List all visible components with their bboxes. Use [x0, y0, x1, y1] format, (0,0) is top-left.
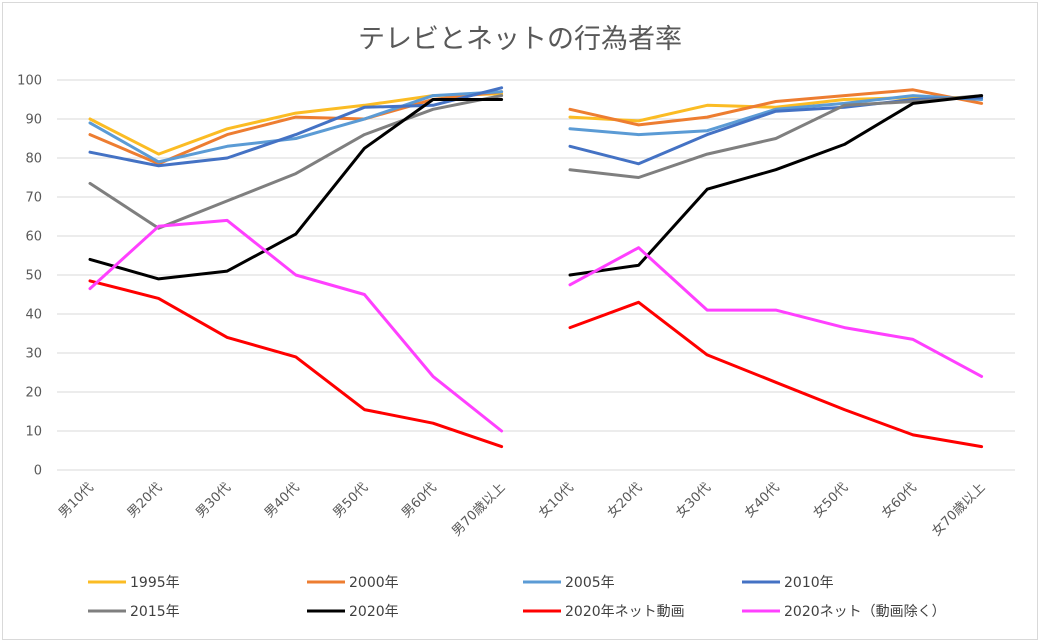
y-tick-label: 70: [25, 191, 42, 206]
series-6: [88, 279, 984, 449]
x-tick-label: 男10代: [56, 480, 97, 521]
legend-item: 2020ネット（動画除く）: [742, 604, 946, 620]
x-tick-label: 男60代: [399, 480, 440, 521]
legend-item: 2010年: [742, 575, 834, 591]
legend-item: 2020年ネット動画: [523, 604, 685, 620]
series-line-male: [88, 86, 504, 168]
y-tick-label: 50: [25, 269, 42, 284]
x-tick-label: 男70歳以上: [449, 480, 508, 539]
x-tick-label: 男30代: [193, 480, 234, 521]
series-2: [88, 90, 984, 164]
legend-item: 2020年: [307, 604, 399, 620]
y-axis-ticks: 0 10 20 30 40 50 60 70 80 90 100: [17, 74, 42, 479]
y-tick-label: 30: [25, 347, 42, 362]
x-tick-label: 女30代: [673, 480, 714, 521]
legend-label: 2020年ネット動画: [565, 604, 685, 620]
chart-title: テレビとネットの行為者率: [358, 24, 682, 55]
series-4: [88, 94, 984, 230]
legend-label: 2010年: [784, 575, 834, 591]
x-tick-label: 男40代: [262, 480, 303, 521]
series-3: [88, 86, 984, 168]
series-7: [88, 218, 984, 433]
legend-item: 2015年: [88, 604, 180, 620]
x-tick-label: 女10代: [535, 480, 576, 521]
series-line-female: [568, 96, 984, 123]
y-tick-label: 90: [25, 113, 42, 128]
y-tick-label: 60: [25, 230, 42, 245]
series-lines: [88, 86, 984, 449]
series-line-female: [568, 94, 984, 137]
series-line-male: [88, 90, 504, 164]
legend-label: 2020ネット（動画除く）: [784, 604, 946, 620]
legend-item: 1995年: [88, 575, 180, 591]
legend-item: 2000年: [307, 575, 399, 591]
y-tick-label: 0: [34, 464, 42, 479]
x-tick-label: 女40代: [741, 480, 782, 521]
series-line-male: [88, 98, 504, 281]
y-tick-label: 100: [17, 74, 42, 89]
series-line-female: [568, 300, 984, 449]
x-tick-label: 女60代: [878, 480, 919, 521]
series-5: [88, 94, 984, 281]
legend-label: 2020年: [349, 604, 399, 620]
x-tick-label: 女50代: [810, 480, 851, 521]
x-tick-label: 女20代: [604, 480, 645, 521]
legend-label: 2000年: [349, 575, 399, 591]
y-tick-label: 40: [25, 308, 42, 323]
legend-item: 2005年: [523, 575, 615, 591]
legend-label: 1995年: [130, 575, 180, 591]
legend-label: 2005年: [565, 575, 615, 591]
series-line-female: [568, 96, 984, 166]
series-line-female: [568, 246, 984, 378]
x-tick-label: 女70歳以上: [929, 480, 989, 540]
series-line-male: [88, 279, 504, 449]
legend-label: 2015年: [130, 604, 180, 620]
y-tick-label: 10: [25, 425, 42, 440]
series-line-male: [88, 218, 504, 433]
series-line-female: [568, 94, 984, 179]
series-line-female: [568, 94, 984, 277]
x-axis-ticks: 男10代 男20代 男30代 男40代 男50代 男60代 男70歳以上 女10代 女20代 女3…: [56, 480, 988, 540]
series-line-female: [568, 88, 984, 127]
y-tick-label: 20: [25, 386, 42, 401]
legend: 1995年 2000年 2005年 2010年 2015年 2020年 2020年ネット動画…: [88, 575, 946, 620]
x-tick-label: 男50代: [331, 480, 372, 521]
x-tick-label: 男20代: [125, 480, 166, 521]
y-tick-label: 80: [25, 152, 42, 167]
